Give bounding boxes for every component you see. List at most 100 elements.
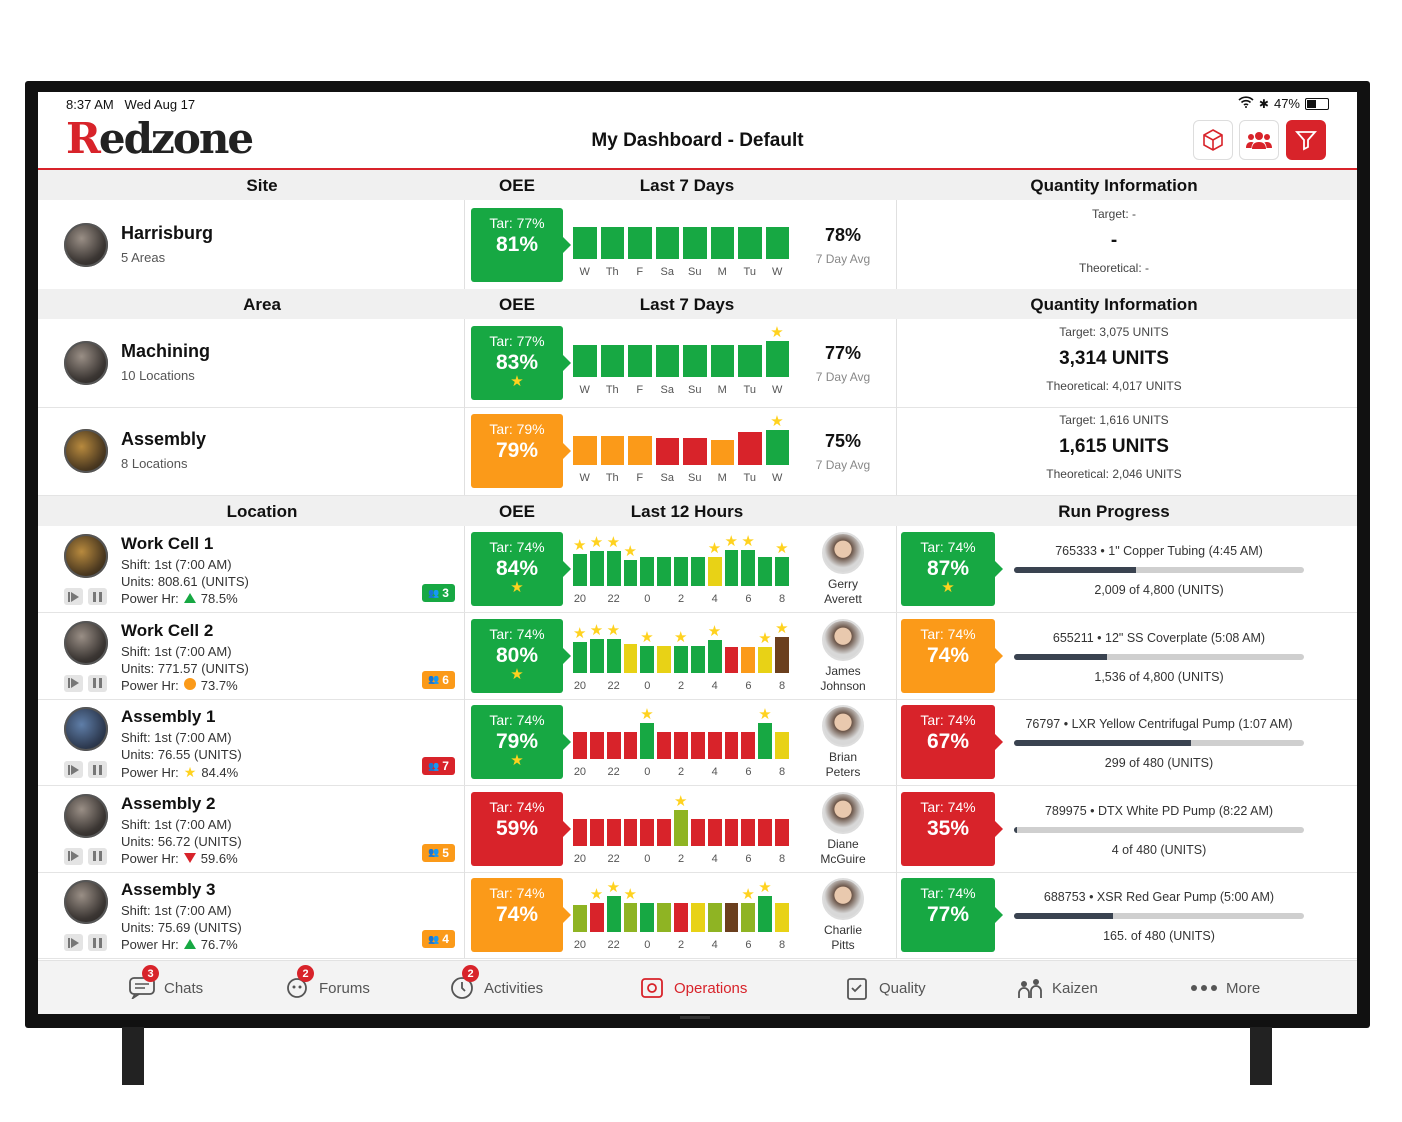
chart-axis-label: Su xyxy=(688,472,702,484)
operator[interactable]: Brian Peters xyxy=(818,705,868,780)
chart-bar xyxy=(573,641,587,673)
notification-badge: 3 xyxy=(142,965,159,982)
location-name[interactable]: Assembly 2 xyxy=(121,793,216,813)
chart-axis-label: 20 xyxy=(573,593,587,605)
operator[interactable]: Gerry Averett xyxy=(818,532,868,607)
column-divider xyxy=(464,612,465,699)
chart-bar xyxy=(600,345,624,377)
chart-axis-label: 22 xyxy=(607,852,620,865)
people-count-badge[interactable]: 👥 5 xyxy=(422,843,455,862)
run-oee-tile[interactable]: Tar: 74% 77% xyxy=(901,878,1003,952)
run-oee-tile[interactable]: Tar: 74% 67% xyxy=(901,705,1003,779)
people-count-badge[interactable]: 👥 6 xyxy=(422,670,455,689)
oee-value: 74% xyxy=(495,903,539,926)
quantity-main: 1,615 UNITS xyxy=(1059,436,1169,457)
star-icon: ★ xyxy=(510,579,524,596)
pause-button[interactable] xyxy=(88,761,107,778)
oee-tile[interactable]: Tar: 74% 80% ★ xyxy=(471,618,571,693)
pause-button[interactable] xyxy=(88,847,107,865)
location-row[interactable]: Work Cell 1 Shift: 1st (7:00 AM) Units: 80… xyxy=(38,526,1357,613)
tile-arrow xyxy=(563,355,571,371)
row-name[interactable]: Harrisburg xyxy=(121,222,214,243)
team-button[interactable] xyxy=(1239,120,1279,160)
location-row[interactable]: Assembly 1 Shift: 1st (7:00 AM) Units: 76.… xyxy=(38,699,1357,786)
chart-bar xyxy=(724,903,739,932)
tab-quality[interactable]: Quality xyxy=(843,975,926,1001)
bar-star-icon: ★ xyxy=(775,619,789,637)
pause-button[interactable] xyxy=(88,588,107,605)
play-button[interactable] xyxy=(64,847,83,865)
run-count: 165. of 480 (UNITS) xyxy=(1103,929,1215,943)
people-count-badge[interactable]: 👥 3 xyxy=(422,584,455,602)
run-progress-bar xyxy=(1014,913,1304,919)
location-row[interactable]: Assembly 3 Shift: 1st (7:00 AM) Units: 75.… xyxy=(38,872,1357,959)
cube-button[interactable] xyxy=(1193,120,1233,160)
oee-tile[interactable]: Tar: 74% 59% xyxy=(471,791,571,866)
oee-tile[interactable]: Tar: 79% 79% xyxy=(471,414,571,488)
location-row[interactable]: Work Cell 2 Shift: 1st (7:00 AM) Units: 77… xyxy=(38,612,1357,700)
operator-avatar xyxy=(822,705,864,747)
tab-more[interactable]: More xyxy=(1190,975,1260,1001)
chart-bar xyxy=(589,818,604,846)
row-name[interactable]: Assembly xyxy=(121,429,207,449)
row-name[interactable]: Machining xyxy=(121,341,210,361)
operator-last-name: Averett xyxy=(824,592,862,606)
area-row[interactable]: Machining 10 Locations Tar: 77% 83% ★ ★ W Th F Sa… xyxy=(38,319,1357,408)
bar-star-icon: ★ xyxy=(623,886,637,903)
shift-info: Shift: 1st (7:00 AM) xyxy=(121,903,232,918)
chart-bar xyxy=(674,732,688,759)
chart-axis-label: 4 xyxy=(711,679,718,692)
play-button[interactable] xyxy=(64,674,83,692)
oee-tile[interactable]: Tar: 77% 83% ★ xyxy=(471,326,571,400)
chart-bar xyxy=(710,345,734,377)
people-icon: 👥 xyxy=(428,933,440,944)
tab-chats[interactable]: 3 Chats xyxy=(128,965,203,1001)
run-oee-tile[interactable]: Tar: 74% 35% xyxy=(901,791,1003,866)
location-photo xyxy=(64,880,108,924)
people-count-badge[interactable]: 👥 7 xyxy=(422,757,455,775)
tab-operations[interactable]: Operations xyxy=(638,975,747,1001)
tile-arrow xyxy=(563,236,571,253)
oee-tile[interactable]: Tar: 74% 84% ★ xyxy=(471,532,571,606)
location-name[interactable]: Work Cell 1 xyxy=(121,534,214,553)
power-value: 76.7% xyxy=(200,937,238,952)
oee-tile[interactable]: Tar: 77% 81% xyxy=(471,207,571,282)
operator-first-name: Charlie xyxy=(823,923,862,937)
chart-bar xyxy=(573,732,587,759)
tile-arrow xyxy=(995,734,1003,750)
oee-value: 79% xyxy=(495,730,539,753)
tab-activities[interactable]: 2 Activities xyxy=(448,965,543,1001)
operator[interactable]: Charlie Pitts xyxy=(818,878,868,953)
units-info: Units: 808.61 (UNITS) xyxy=(121,574,249,589)
tile-arrow xyxy=(563,647,571,664)
location-row[interactable]: Assembly 2 Shift: 1st (7:00 AM) Units: 56.… xyxy=(38,785,1357,873)
play-button[interactable] xyxy=(64,934,83,951)
location-name[interactable]: Assembly 1 xyxy=(121,707,216,726)
oee-value: 80% xyxy=(495,643,539,667)
people-count-badge[interactable]: 👥 4 xyxy=(422,930,455,948)
filter-button[interactable] xyxy=(1286,120,1326,160)
area-row[interactable]: Assembly 8 Locations Tar: 79% 79% ★ W Th F Sa Su M… xyxy=(38,407,1357,496)
run-oee-tile[interactable]: Tar: 74% 87% ★ xyxy=(901,532,1003,606)
pause-button[interactable] xyxy=(88,674,107,692)
power-value: 59.6% xyxy=(200,850,238,866)
run-progress-bar xyxy=(1014,653,1304,660)
location-name[interactable]: Work Cell 2 xyxy=(121,620,214,640)
people-icon: 👥 xyxy=(428,587,440,598)
play-button[interactable] xyxy=(64,761,83,778)
chart-bar xyxy=(758,646,773,673)
operator[interactable]: James Johnson xyxy=(818,618,868,694)
run-oee-tile[interactable]: Tar: 74% 74% xyxy=(901,618,1003,693)
tab-kaizen[interactable]: Kaizen xyxy=(1016,975,1098,1001)
oee-target: Tar: 74% xyxy=(489,712,545,728)
tab-forums[interactable]: 2 Forums xyxy=(283,965,370,1001)
operator[interactable]: Diane McGuire xyxy=(818,791,868,867)
location-name[interactable]: Assembly 3 xyxy=(121,880,216,899)
oee-tile[interactable]: Tar: 74% 74% xyxy=(471,878,571,952)
site-row[interactable]: Harrisburg 5 Areas Tar: 77% 81% W Th F Sa Su M Tu W… xyxy=(38,200,1357,290)
redzone-logo[interactable]: Redzone xyxy=(66,114,254,163)
chart-axis-label: 0 xyxy=(644,852,651,865)
oee-tile[interactable]: Tar: 74% 79% ★ xyxy=(471,705,571,779)
play-button[interactable] xyxy=(64,588,83,605)
pause-button[interactable] xyxy=(88,934,107,951)
